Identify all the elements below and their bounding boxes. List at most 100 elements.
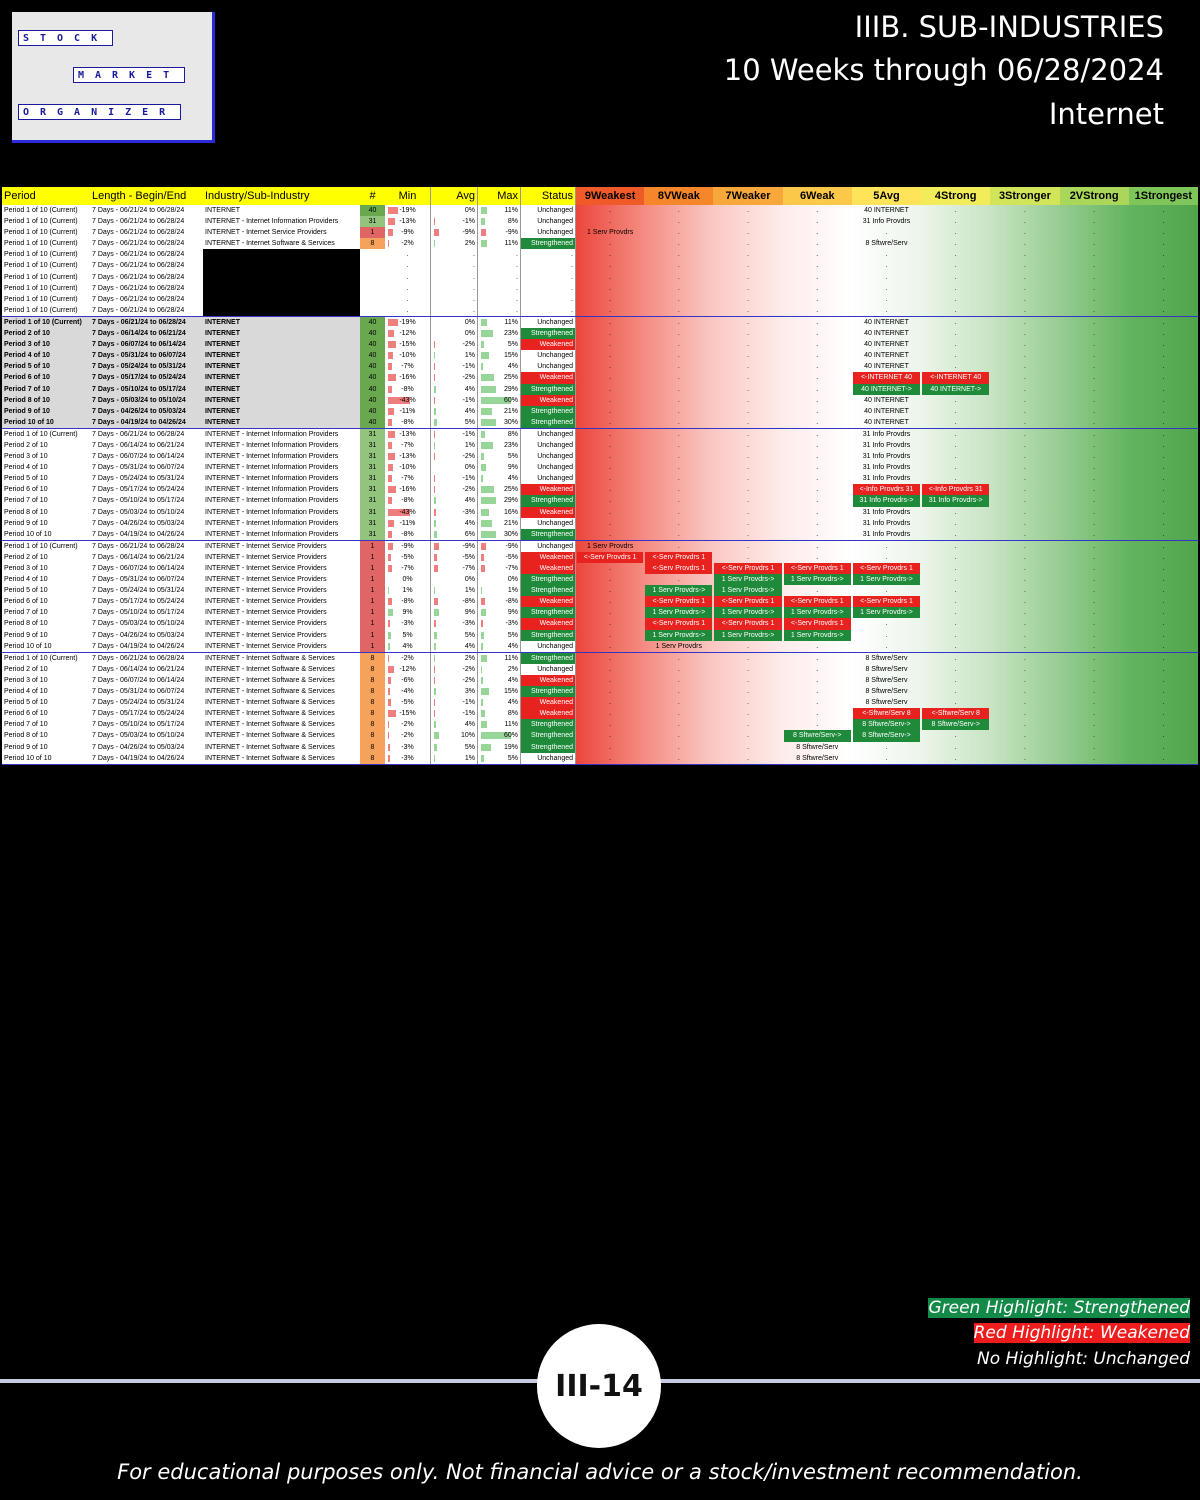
data-bar — [434, 352, 435, 360]
table-row: Period 1 of 10 (Current) 7 Days - 06/21/2… — [2, 304, 1198, 317]
rank-label: . — [609, 486, 612, 494]
rank-label: 31 Info Provdrs — [862, 430, 911, 438]
table-cell: <-Serv Provdrs 1 — [644, 596, 714, 608]
table-cell: . — [1128, 674, 1198, 687]
table-cell: Unchanged — [520, 451, 575, 463]
table-cell: . — [1128, 752, 1198, 764]
table-row: Period 6 of 10 7 Days - 05/17/24 to 05/24… — [2, 484, 1198, 496]
table-cell: . — [644, 652, 714, 664]
rank-label: . — [1093, 486, 1096, 494]
table-cell — [360, 249, 385, 261]
table-cell: . — [990, 383, 1060, 395]
rank-label: <-Serv Provdrs 1 — [652, 565, 706, 572]
rank-label: . — [747, 743, 750, 751]
table-cell: . — [921, 462, 991, 474]
table-cell: . — [1059, 316, 1129, 329]
cell-text: 40 — [368, 363, 377, 371]
cell-text: INTERNET - Internet Software & Services — [205, 732, 335, 740]
rank-label: . — [1162, 642, 1165, 650]
cell-text: Period 4 of 10 — [4, 688, 48, 696]
rank-label: . — [954, 407, 957, 415]
cell-text: -8% — [401, 385, 414, 393]
table-cell: . — [921, 428, 991, 440]
table-cell: Period 3 of 10 — [2, 339, 90, 351]
page-number: III-14 — [537, 1324, 661, 1448]
table-cell: Period 1 of 10 (Current) — [2, 540, 90, 552]
cell-text: Period 1 of 10 (Current) — [4, 262, 78, 270]
rank-label: . — [609, 464, 612, 472]
table-cell: . — [1128, 484, 1198, 496]
rank-label: 8 Sftwre/Serv — [865, 676, 908, 684]
rank-label: . — [1023, 430, 1026, 438]
rank-label: . — [609, 407, 612, 415]
table-cell: . — [1128, 574, 1198, 586]
table-cell: -13% — [385, 428, 430, 440]
table-cell: -15% — [385, 339, 430, 351]
rank-label: <-Serv Provdrs 1 — [652, 598, 706, 606]
logo-letters: STOCK — [18, 30, 114, 46]
cell-text: Period 5 of 10 — [4, 363, 50, 371]
table-cell: <-Serv Provdrs 1 — [644, 551, 714, 563]
rank-label: <-Serv Provdrs 1 — [860, 565, 913, 572]
table-cell: Period 1 of 10 (Current) — [2, 282, 90, 294]
cell-text: -2% — [401, 732, 414, 740]
table-cell: . — [713, 640, 783, 652]
rank-label: . — [1023, 530, 1026, 538]
column-header: 8VWeak — [644, 187, 714, 205]
rank-label: 1 Serv Provdrs-> — [721, 631, 775, 639]
table-cell: . — [921, 652, 991, 664]
data-bar — [481, 732, 511, 740]
table-cell: . — [713, 719, 783, 731]
table-cell: -2% — [385, 719, 430, 731]
table-cell: . — [644, 719, 714, 731]
table-cell: Strengthened — [520, 629, 575, 641]
rank-label: <-Serv Provdrs 1 — [652, 620, 706, 628]
cell-text: INTERNET - Internet Service Providers — [205, 553, 327, 561]
table-cell: 7 Days - 04/26/24 to 05/03/24 — [90, 741, 203, 753]
rank-label: . — [1093, 508, 1096, 516]
cell-text: 16% — [503, 508, 518, 516]
rank-label: . — [885, 284, 888, 292]
table-cell: . — [1059, 528, 1129, 540]
table-cell: 8 — [360, 752, 385, 764]
rank-label: . — [885, 306, 888, 314]
rank-label: . — [816, 587, 819, 595]
rank-label: . — [747, 318, 750, 326]
table-row: Period 1 of 10 (Current) 7 Days - 06/21/2… — [2, 428, 1198, 440]
cell-text: -2% — [401, 721, 414, 729]
table-cell: INTERNET - Internet Software & Services — [203, 697, 360, 709]
rank-label: . — [816, 665, 819, 673]
rank-label: . — [747, 464, 750, 472]
rank-label: . — [677, 721, 680, 729]
cell-text: . — [516, 262, 518, 270]
rank-label: . — [609, 699, 612, 707]
cell-text: Period 3 of 10 — [4, 676, 48, 684]
table-cell: 7 Days - 06/07/24 to 06/14/24 — [90, 451, 203, 463]
rank-label: . — [677, 396, 680, 404]
table-cell: -8% — [385, 596, 430, 608]
rank-label: . — [1162, 631, 1165, 639]
table-cell: . — [644, 249, 714, 261]
table-cell: Period 3 of 10 — [2, 451, 90, 463]
cell-text: -16% — [399, 486, 416, 494]
rank-label: . — [677, 284, 680, 292]
rank-label: . — [1093, 609, 1096, 617]
table-cell: -5% — [430, 551, 477, 563]
cell-text: 40 — [368, 385, 377, 393]
table-cell: . — [575, 574, 645, 586]
column-header: 2VStrong — [1059, 187, 1129, 205]
rank-label: . — [677, 240, 680, 248]
table-cell: 8 — [360, 663, 385, 675]
rank-label: . — [609, 754, 612, 762]
cell-text: 7 Days - 06/14/24 to 06/21/24 — [92, 330, 186, 338]
rank-label: 40 INTERNET — [864, 407, 909, 415]
table-cell: . — [921, 227, 991, 239]
cell-text: INTERNET — [205, 396, 240, 404]
cell-text: -1% — [462, 710, 475, 718]
rank-label: . — [1093, 374, 1096, 382]
table-cell: INTERNET — [203, 339, 360, 351]
data-bar — [434, 665, 435, 673]
table-cell: INTERNET - Internet Service Providers — [203, 629, 360, 641]
cell-text: . — [406, 295, 409, 303]
highlight: <-Serv Provdrs 1 — [714, 563, 782, 575]
